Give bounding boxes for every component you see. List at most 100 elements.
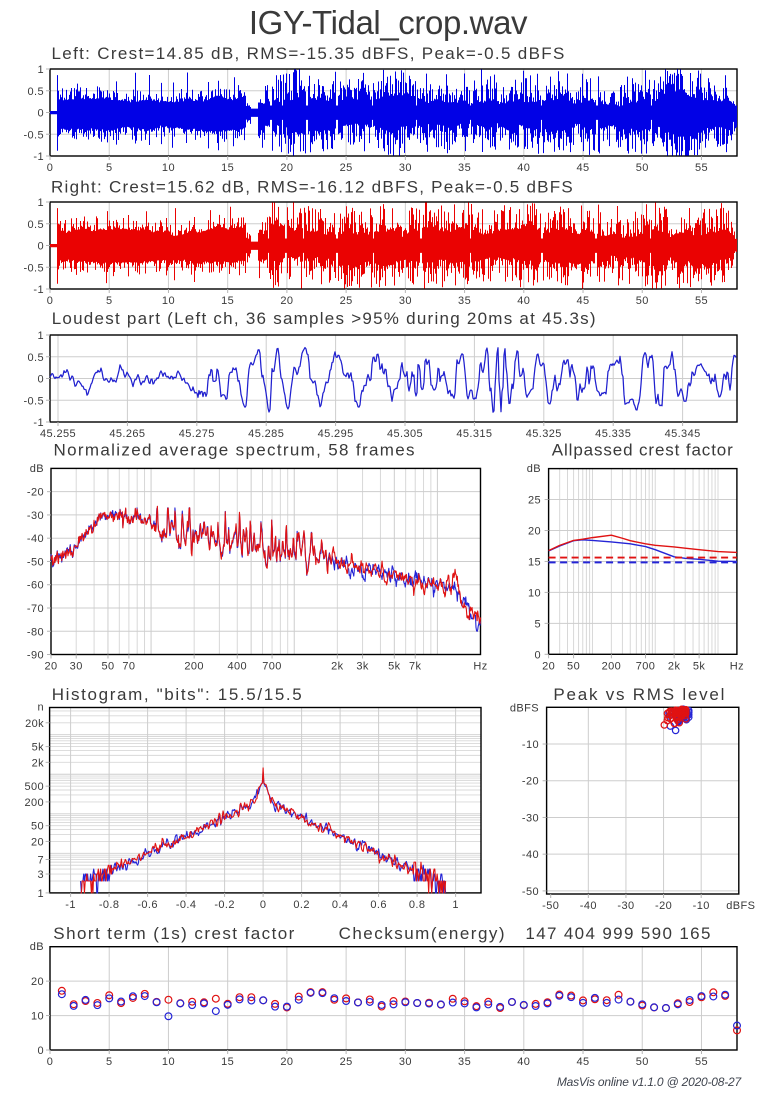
svg-text:15: 15 [221, 1056, 234, 1068]
svg-text:50: 50 [31, 821, 44, 833]
svg-text:50: 50 [636, 162, 649, 174]
svg-text:5: 5 [106, 295, 113, 307]
svg-text:-1: -1 [65, 899, 76, 911]
svg-text:2k: 2k [668, 660, 681, 672]
svg-text:5k: 5k [388, 661, 401, 673]
svg-text:0: 0 [37, 374, 44, 386]
svg-text:55: 55 [695, 1056, 708, 1068]
svg-text:0: 0 [260, 899, 267, 911]
svg-text:-0.6: -0.6 [137, 899, 158, 911]
svg-text:Right: Crest=15.62 dB, RMS=-16: Right: Crest=15.62 dB, RMS=-16.12 dBFS, … [51, 178, 574, 197]
svg-text:7: 7 [37, 854, 44, 866]
svg-text:15: 15 [221, 295, 234, 307]
svg-text:0: 0 [47, 295, 54, 307]
svg-text:20: 20 [528, 526, 541, 538]
svg-text:25: 25 [340, 295, 353, 307]
svg-text:-40: -40 [580, 900, 597, 912]
svg-text:Checksum(energy): Checksum(energy) [339, 924, 506, 943]
svg-text:-30: -30 [27, 510, 44, 522]
svg-text:45.345: 45.345 [665, 428, 701, 440]
svg-text:5: 5 [106, 162, 113, 174]
svg-text:-0.5: -0.5 [23, 129, 44, 141]
svg-text:Short term (1s) crest factor: Short term (1s) crest factor [53, 924, 295, 943]
svg-text:n: n [37, 702, 44, 714]
svg-text:-50: -50 [542, 900, 559, 912]
svg-text:1: 1 [37, 64, 44, 76]
svg-text:0: 0 [37, 108, 44, 120]
svg-text:45.305: 45.305 [387, 428, 423, 440]
svg-text:-90: -90 [27, 650, 44, 662]
svg-text:45.265: 45.265 [109, 428, 145, 440]
svg-text:-0.2: -0.2 [214, 899, 235, 911]
svg-text:2k: 2k [331, 661, 344, 673]
svg-text:Loudest part (Left ch, 36 samp: Loudest part (Left ch, 36 samples >95% d… [52, 309, 597, 328]
svg-text:2k: 2k [32, 757, 45, 769]
svg-text:5k: 5k [32, 742, 45, 754]
svg-text:40: 40 [517, 295, 530, 307]
svg-text:25: 25 [528, 495, 541, 507]
svg-text:-10: -10 [693, 900, 710, 912]
svg-text:Hz: Hz [473, 661, 487, 673]
svg-text:20: 20 [280, 1056, 293, 1068]
svg-text:20: 20 [31, 976, 44, 988]
svg-text:3: 3 [37, 869, 44, 881]
svg-text:Normalized average spectrum, 5: Normalized average spectrum, 58 frames [54, 441, 416, 460]
svg-text:0.4: 0.4 [332, 899, 349, 911]
svg-text:-70: -70 [27, 603, 44, 615]
svg-text:Left: Crest=14.85 dB, RMS=-15.: Left: Crest=14.85 dB, RMS=-15.35 dBFS, P… [52, 44, 566, 63]
svg-text:10: 10 [162, 295, 175, 307]
svg-text:-40: -40 [27, 533, 44, 545]
svg-text:-20: -20 [655, 900, 672, 912]
svg-text:0.2: 0.2 [293, 899, 310, 911]
svg-text:10: 10 [162, 1056, 175, 1068]
svg-text:3k: 3k [356, 661, 369, 673]
svg-text:30: 30 [70, 661, 83, 673]
svg-text:45.275: 45.275 [179, 428, 215, 440]
svg-text:45.335: 45.335 [595, 428, 631, 440]
svg-text:10: 10 [162, 162, 175, 174]
svg-text:45.255: 45.255 [40, 428, 76, 440]
svg-text:1: 1 [37, 197, 44, 209]
svg-text:35: 35 [458, 1056, 471, 1068]
svg-text:-30: -30 [617, 900, 634, 912]
svg-text:30: 30 [399, 295, 412, 307]
svg-text:40: 40 [517, 162, 530, 174]
svg-text:5: 5 [106, 1056, 113, 1068]
svg-text:20k: 20k [25, 718, 44, 730]
svg-text:25: 25 [340, 1056, 353, 1068]
svg-text:700: 700 [636, 660, 656, 672]
svg-text:10: 10 [31, 1011, 44, 1023]
svg-text:1: 1 [37, 330, 44, 342]
svg-text:IGY-Tidal_crop.wav: IGY-Tidal_crop.wav [249, 4, 528, 41]
svg-text:-0.5: -0.5 [23, 395, 44, 407]
svg-text:0.6: 0.6 [370, 899, 387, 911]
svg-text:30: 30 [399, 162, 412, 174]
svg-text:-1: -1 [33, 284, 44, 296]
svg-text:55: 55 [695, 295, 708, 307]
svg-text:35: 35 [458, 162, 471, 174]
svg-text:Peak vs RMS level: Peak vs RMS level [553, 685, 726, 704]
svg-text:35: 35 [458, 295, 471, 307]
svg-text:55: 55 [695, 162, 708, 174]
svg-text:40: 40 [517, 1056, 530, 1068]
svg-text:-10: -10 [522, 739, 539, 751]
svg-text:20: 20 [542, 660, 555, 672]
svg-text:200: 200 [24, 797, 44, 809]
svg-text:MasVis online v1.1.0 @ 2020-08: MasVis online v1.1.0 @ 2020-08-27 [557, 1075, 743, 1089]
svg-text:0.5: 0.5 [28, 86, 45, 98]
svg-text:50: 50 [101, 661, 114, 673]
svg-text:Hz: Hz [730, 660, 744, 672]
svg-text:Allpassed crest factor: Allpassed crest factor [552, 441, 734, 460]
svg-text:20: 20 [280, 295, 293, 307]
svg-text:45.315: 45.315 [456, 428, 492, 440]
svg-text:25: 25 [340, 162, 353, 174]
svg-text:dB: dB [30, 463, 44, 475]
svg-text:0: 0 [47, 1056, 54, 1068]
svg-text:50: 50 [636, 1056, 649, 1068]
svg-text:0: 0 [534, 649, 541, 661]
svg-text:0.5: 0.5 [28, 219, 45, 231]
svg-text:45.285: 45.285 [248, 428, 284, 440]
svg-text:0: 0 [37, 241, 44, 253]
svg-text:-1: -1 [33, 417, 44, 429]
svg-text:30: 30 [399, 1056, 412, 1068]
